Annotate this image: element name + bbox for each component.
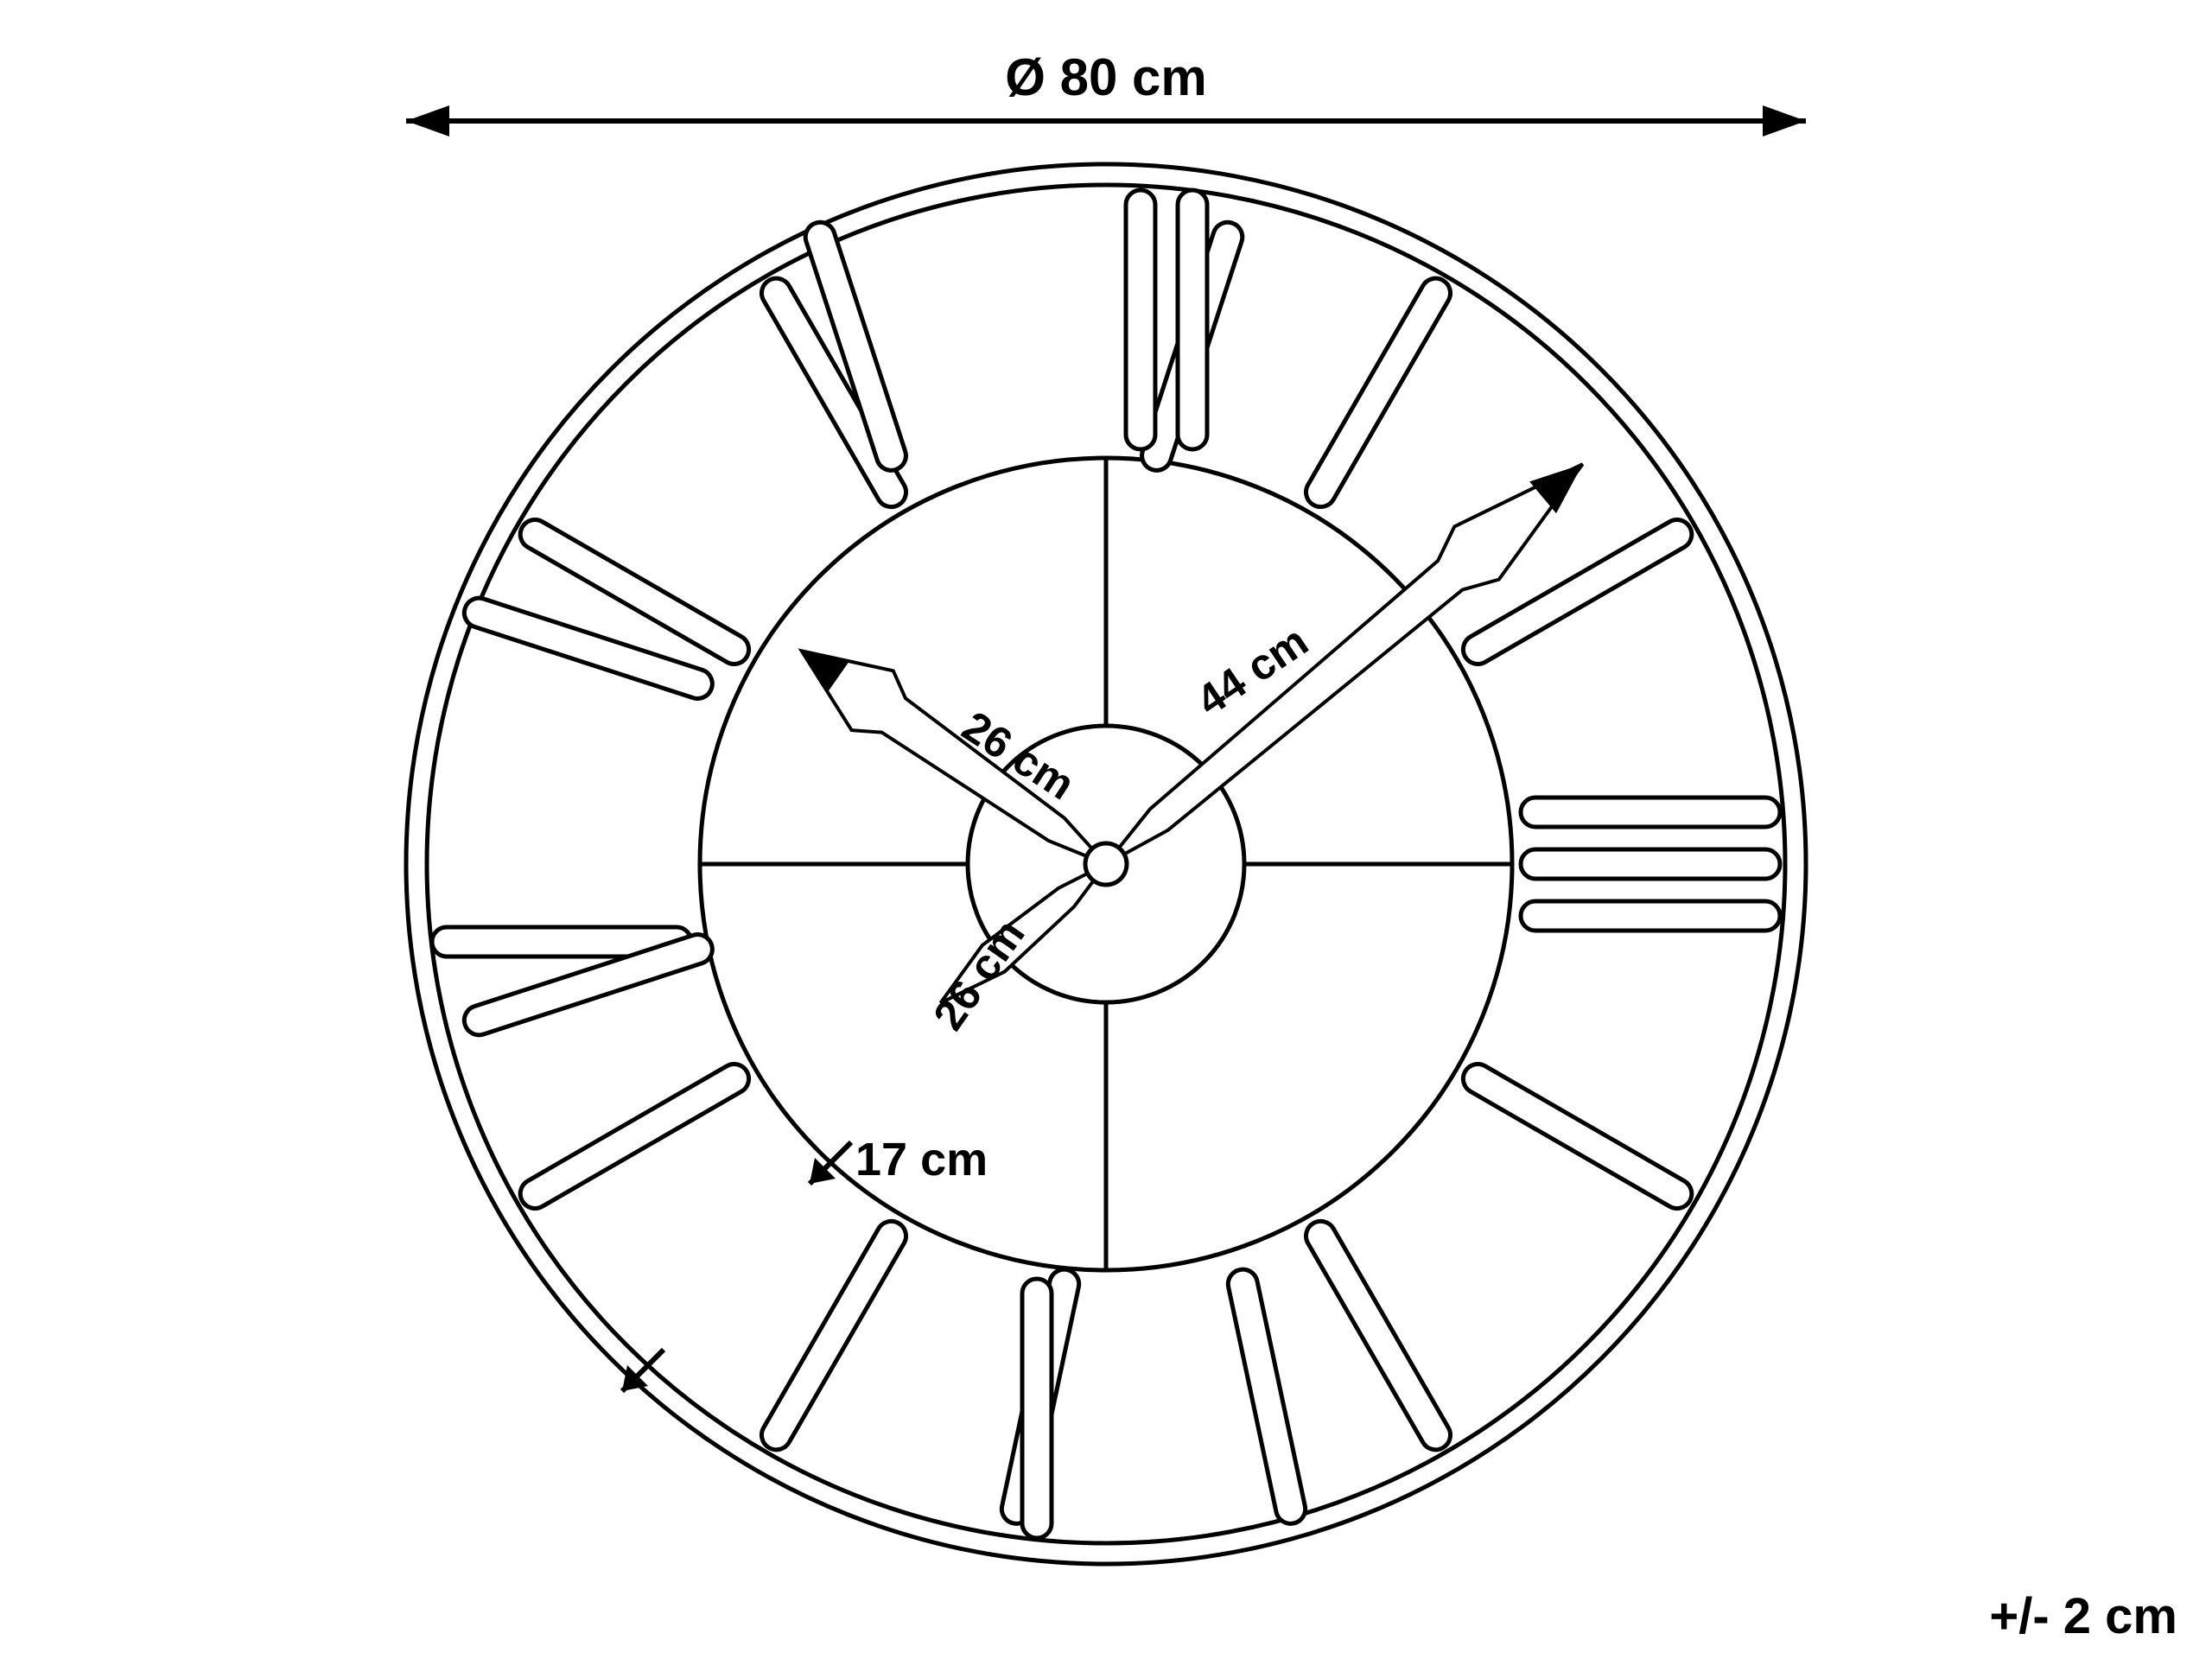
numeral-iii [1521, 798, 1780, 931]
tolerance-label: +/- 2 cm [1989, 1588, 2177, 1644]
diameter-label: Ø 80 cm [1005, 48, 1206, 106]
ring-depth-label: 17 cm [855, 1134, 988, 1185]
pivot [1085, 843, 1127, 885]
diameter-dimension: Ø 80 cm [406, 48, 1806, 137]
clock-face: 26 cm [406, 164, 1806, 1564]
clock-dimension-diagram: Ø 80 cm [0, 0, 2212, 1659]
